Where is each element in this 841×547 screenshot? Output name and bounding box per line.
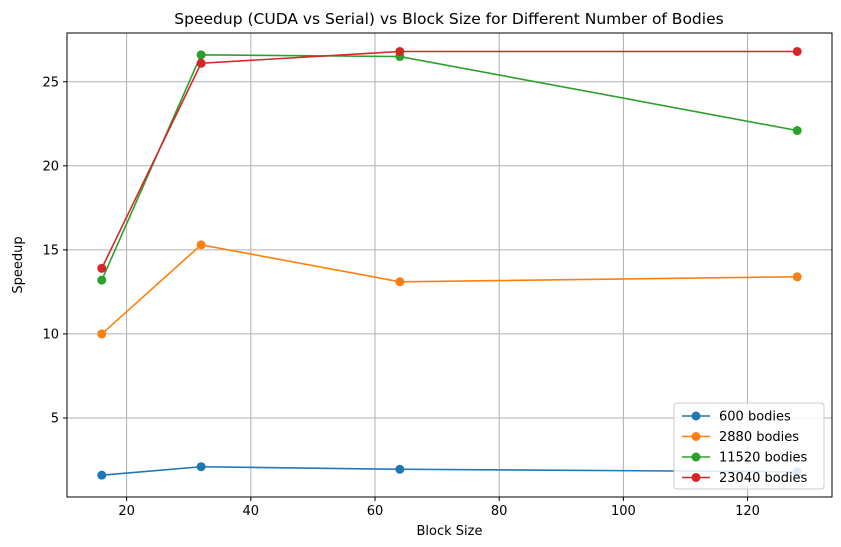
series-line	[101, 243, 798, 335]
legend-label: 2880 bodies	[719, 430, 799, 445]
x-tick-label: 40	[243, 504, 260, 519]
legend-item: 2880 bodies	[682, 430, 799, 445]
chart-title: Speedup (CUDA vs Serial) vs Block Size f…	[174, 10, 723, 28]
y-tick-label: 5	[51, 411, 59, 426]
data-point	[196, 240, 206, 250]
x-tick-label: 60	[367, 504, 384, 519]
y-axis-label: Speedup	[11, 236, 26, 293]
axis-ticks: 20 40 60 80 100 120 5 10 15 20 25	[42, 75, 760, 519]
data-point	[196, 50, 206, 60]
data-point	[196, 462, 206, 472]
data-point	[97, 329, 107, 339]
data-point	[97, 275, 107, 285]
series-layer	[97, 46, 802, 480]
series-line	[101, 50, 798, 269]
legend-marker	[691, 432, 701, 441]
x-tick-label: 20	[118, 504, 135, 519]
legend-marker	[691, 473, 701, 482]
legend-label: 23040 bodies	[719, 471, 808, 486]
legend-box	[673, 402, 825, 490]
legend: 600 bodies 2880 bodies 11520 bodies 23040 b…	[673, 402, 825, 490]
legend-item: 11520 bodies	[682, 451, 808, 466]
legend-marker	[691, 411, 701, 421]
y-tick-label: 20	[42, 159, 59, 174]
data-point	[792, 272, 802, 282]
x-tick-label: 100	[611, 504, 636, 519]
y-tick-label: 15	[42, 243, 59, 258]
x-axis-label: Block Size	[417, 524, 483, 539]
data-point	[395, 46, 405, 56]
series-3	[97, 46, 802, 273]
data-point	[395, 464, 405, 474]
x-tick-label: 80	[491, 504, 508, 519]
data-point	[196, 58, 206, 68]
legend-label: 11520 bodies	[719, 451, 808, 466]
data-point	[97, 470, 107, 480]
series-line	[101, 465, 798, 476]
y-tick-label: 10	[42, 327, 59, 342]
data-point	[792, 126, 802, 136]
legend-item: 23040 bodies	[682, 471, 808, 486]
legend-item: 600 bodies	[682, 410, 791, 425]
plot-frame	[66, 32, 833, 498]
grid	[67, 33, 832, 497]
y-tick-label: 25	[42, 75, 59, 90]
data-point	[395, 277, 405, 287]
legend-marker	[691, 452, 701, 462]
legend-label: 600 bodies	[719, 410, 791, 425]
data-point	[97, 263, 107, 273]
data-point	[792, 46, 802, 56]
series-1	[97, 240, 802, 339]
x-tick-label: 120	[735, 504, 760, 519]
